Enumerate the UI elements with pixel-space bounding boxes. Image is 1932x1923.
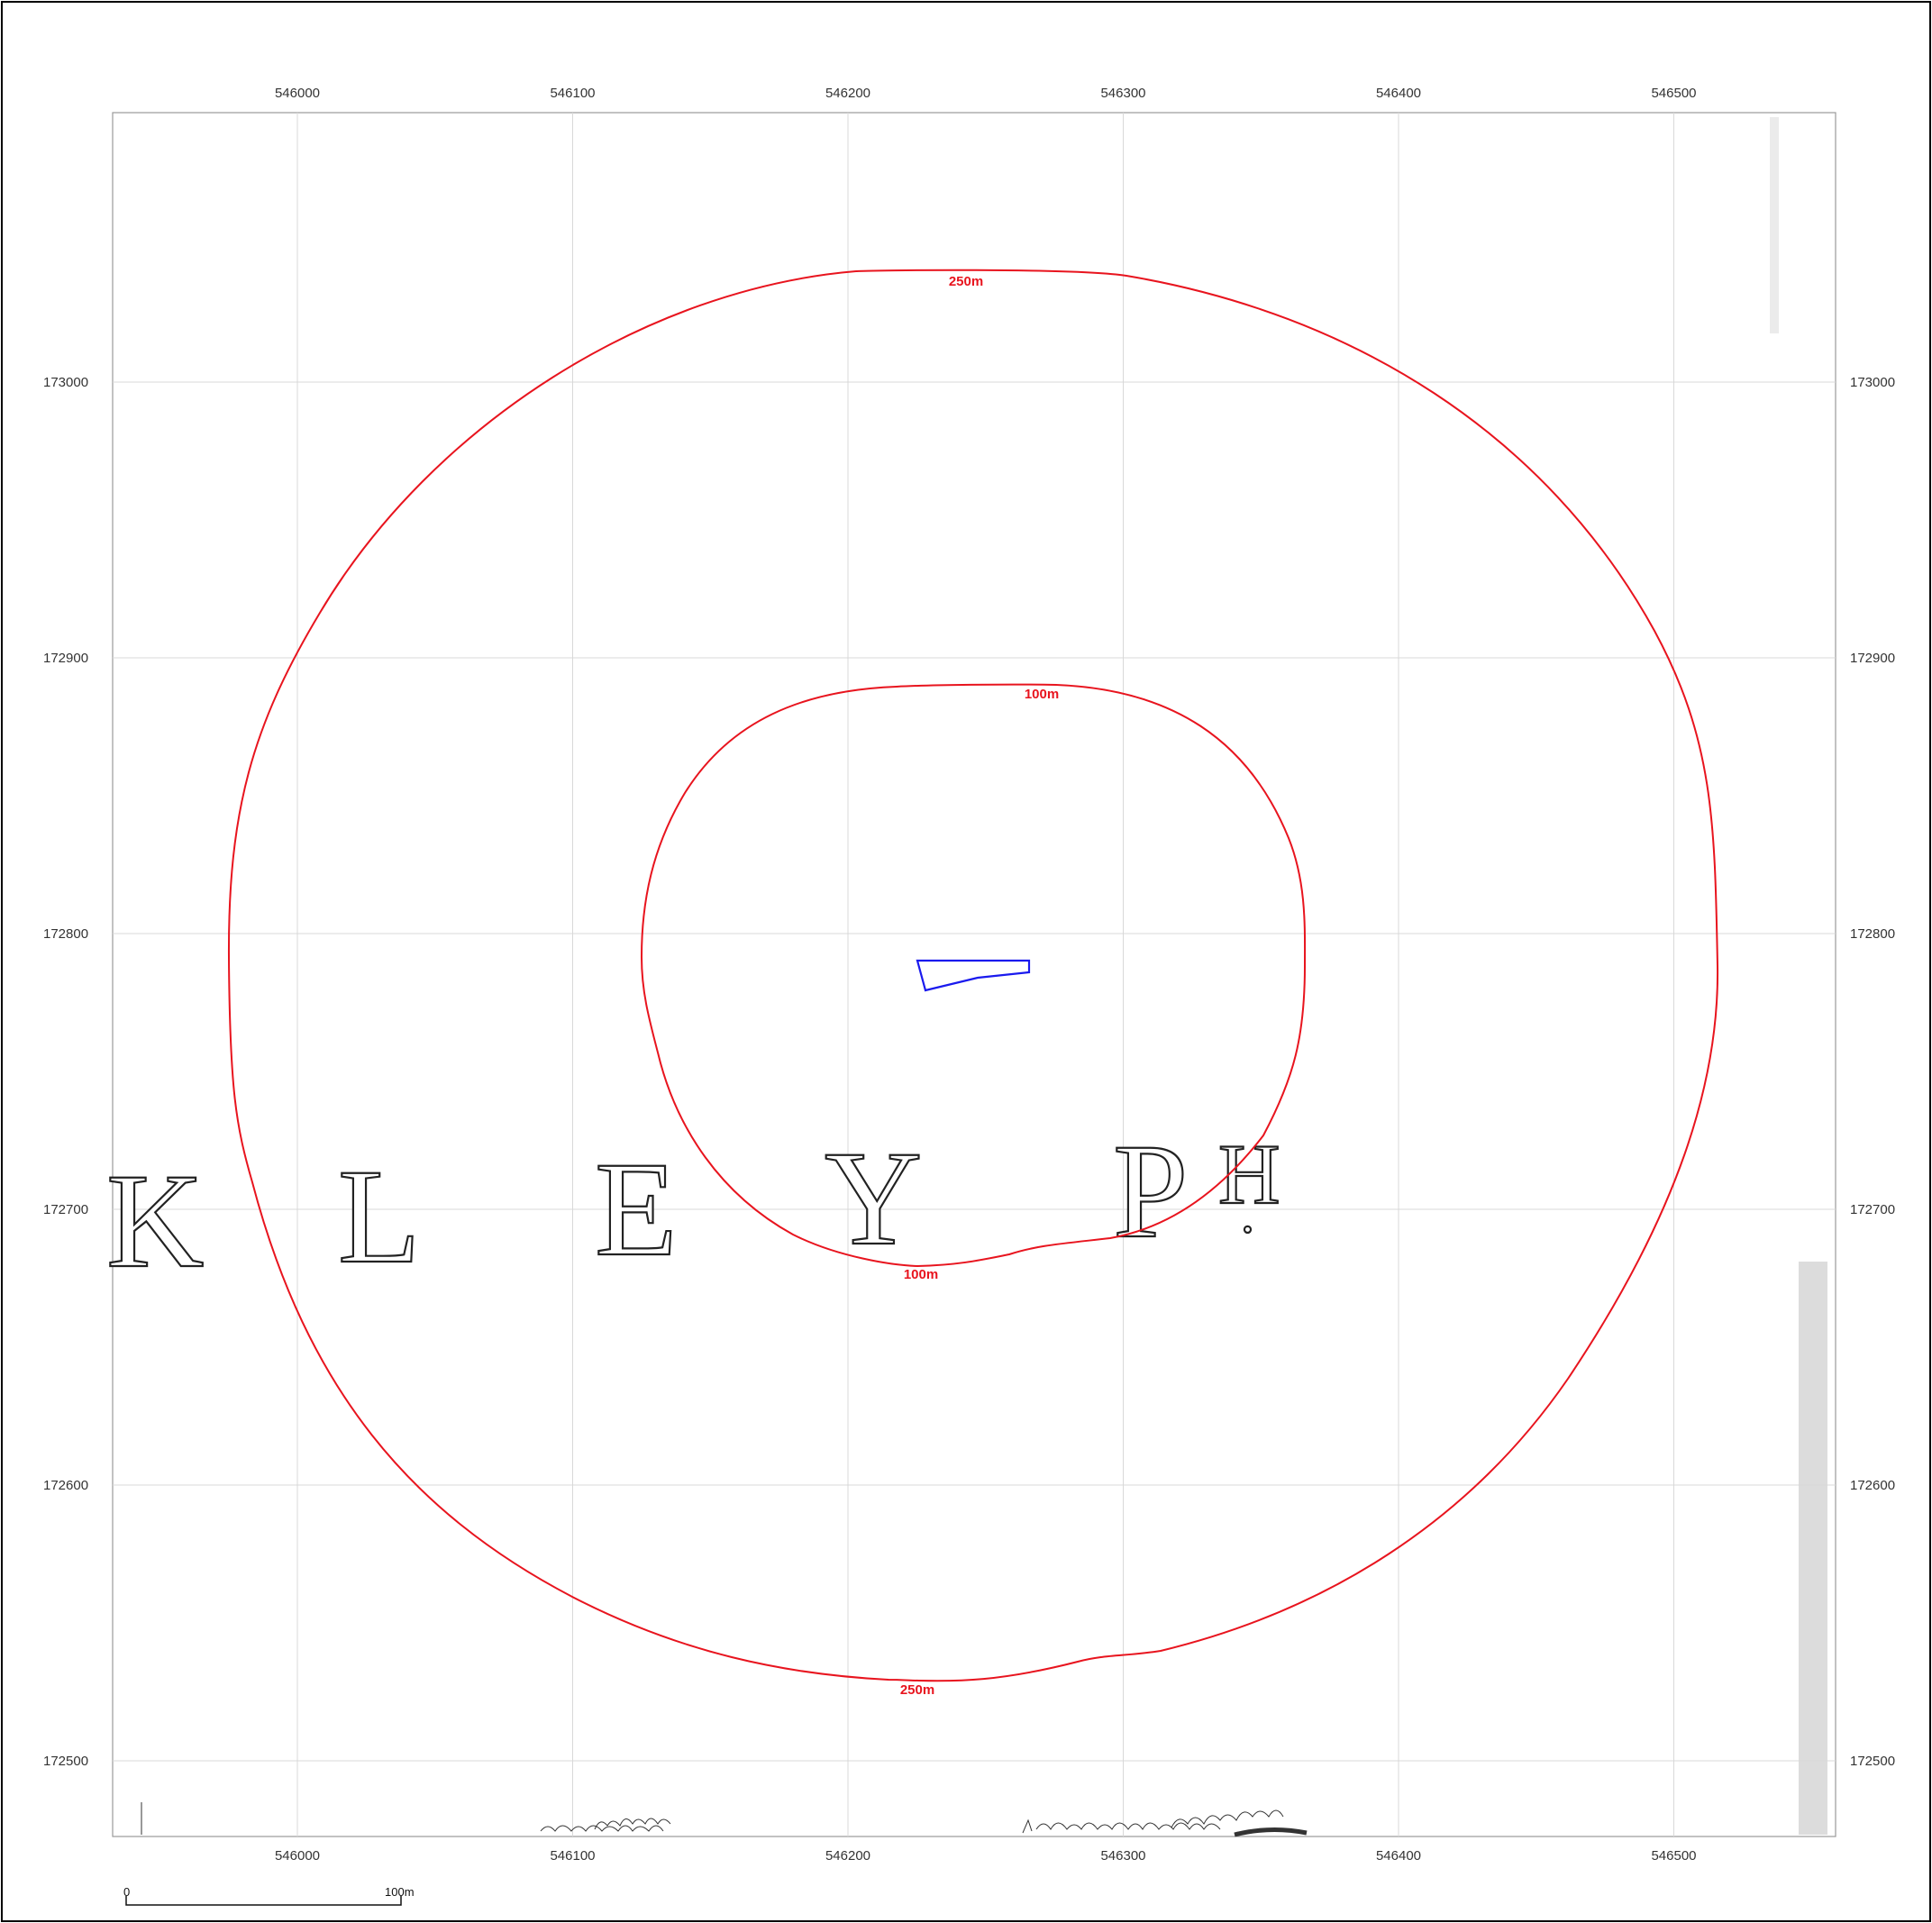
site-boundary[interactable] xyxy=(916,959,1031,992)
easting-labels-top: 546000 546100 546200 546300 546400 546500 xyxy=(275,86,1697,101)
map-frame-border xyxy=(112,112,1836,1837)
place-letter-dot: . xyxy=(1241,1184,1254,1244)
northing-label: 172600 xyxy=(1850,1478,1895,1493)
northing-label: 172500 xyxy=(1850,1754,1895,1769)
easting-label: 546000 xyxy=(275,1848,320,1864)
easting-label: 546200 xyxy=(825,1848,870,1864)
northing-label: 172900 xyxy=(1850,651,1895,666)
buffer-100m-label-bottom: 100m xyxy=(904,1267,938,1282)
buffer-100m[interactable]: 100m 100m xyxy=(640,683,1307,1282)
buffer-250m[interactable]: 250m 250m xyxy=(227,269,1719,1698)
northing-labels-left: 173000 172900 172800 172700 172600 172500 xyxy=(43,375,88,1769)
hedge-left xyxy=(540,1825,664,1832)
northing-labels-right: 173000 172900 172800 172700 172600 172500 xyxy=(1850,375,1895,1769)
scale-bar: 0 100m xyxy=(123,1885,415,1906)
hedge-dark-patch xyxy=(1234,1827,1308,1837)
place-letter-l: L xyxy=(338,1142,421,1291)
northing-label: 172800 xyxy=(1850,926,1895,942)
buffer-250m-label-top: 250m xyxy=(949,274,983,289)
place-letter-y: Y xyxy=(825,1124,922,1273)
hedge-right xyxy=(1022,1818,1221,1834)
northing-label: 172700 xyxy=(1850,1202,1895,1217)
place-letter-e: E xyxy=(595,1135,678,1284)
northing-label: 172500 xyxy=(43,1754,88,1769)
easting-label: 546100 xyxy=(550,86,595,101)
easting-label: 546500 xyxy=(1651,1848,1696,1864)
scan-streak-top xyxy=(1770,117,1779,333)
easting-label: 546300 xyxy=(1100,86,1145,101)
northing-label: 173000 xyxy=(43,375,88,390)
easting-label: 546400 xyxy=(1376,1848,1421,1864)
northing-label: 172700 xyxy=(43,1202,88,1217)
northing-label: 172600 xyxy=(43,1478,88,1493)
easting-label: 546100 xyxy=(550,1848,595,1864)
easting-label: 546200 xyxy=(825,86,870,101)
place-letter-p: P xyxy=(1113,1116,1188,1266)
scale-bar-end-label: 100m xyxy=(385,1885,415,1899)
buffer-250m-line xyxy=(227,269,1719,1682)
scale-bar-line xyxy=(125,1896,402,1906)
easting-label: 546500 xyxy=(1651,86,1696,101)
hedge-left-upper xyxy=(594,1818,671,1830)
northing-label: 173000 xyxy=(1850,375,1895,390)
buffer-100m-line xyxy=(640,683,1307,1268)
easting-label: 546400 xyxy=(1376,86,1421,101)
grid-lines xyxy=(113,113,1836,1836)
easting-label: 546300 xyxy=(1100,1848,1145,1864)
map-frame[interactable]: K L E Y P H . 250m 250m 100m 100m xyxy=(105,112,1836,1837)
place-letter-k: K xyxy=(106,1146,204,1296)
easting-labels-bottom: 546000 546100 546200 546300 546400 546500 xyxy=(275,1848,1697,1864)
scan-streak-bottom xyxy=(1799,1262,1827,1835)
buffer-250m-label-bottom: 250m xyxy=(900,1682,934,1698)
hedge-right-upper xyxy=(1171,1809,1284,1828)
scale-bar-start-label: 0 xyxy=(123,1885,130,1899)
easting-label: 546000 xyxy=(275,86,320,101)
place-name: K L E Y P H . xyxy=(105,1116,1281,1297)
northing-label: 172800 xyxy=(43,926,88,942)
buffer-100m-label-top: 100m xyxy=(1025,687,1059,702)
hedge-symbols xyxy=(141,1802,1308,1837)
northing-label: 172900 xyxy=(43,651,88,666)
